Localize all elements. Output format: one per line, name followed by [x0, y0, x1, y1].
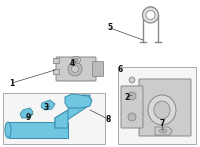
FancyBboxPatch shape — [92, 61, 104, 76]
Text: 3: 3 — [43, 102, 49, 112]
Ellipse shape — [72, 56, 80, 64]
Bar — [118, 67, 196, 144]
Ellipse shape — [128, 113, 136, 121]
Ellipse shape — [146, 10, 155, 20]
Ellipse shape — [5, 122, 11, 138]
Ellipse shape — [159, 129, 167, 133]
Bar — [3, 93, 105, 144]
Polygon shape — [55, 95, 90, 128]
Bar — [53, 58, 59, 63]
Polygon shape — [155, 127, 172, 135]
Text: 1: 1 — [9, 78, 15, 87]
Polygon shape — [9, 122, 68, 138]
FancyBboxPatch shape — [56, 57, 96, 81]
Text: 5: 5 — [107, 24, 113, 32]
Ellipse shape — [148, 95, 176, 125]
Polygon shape — [65, 94, 92, 108]
Polygon shape — [41, 100, 55, 110]
Text: 4: 4 — [69, 59, 75, 67]
Polygon shape — [20, 108, 33, 118]
Ellipse shape — [68, 62, 82, 76]
Text: 8: 8 — [105, 115, 111, 123]
Text: 9: 9 — [25, 112, 31, 122]
Ellipse shape — [142, 7, 158, 23]
Ellipse shape — [74, 58, 78, 62]
Bar — [53, 69, 59, 74]
Text: 7: 7 — [159, 118, 165, 127]
Ellipse shape — [129, 77, 135, 83]
FancyBboxPatch shape — [139, 79, 191, 136]
Ellipse shape — [128, 92, 136, 100]
Text: 2: 2 — [124, 92, 130, 101]
Text: 6: 6 — [117, 66, 123, 75]
Polygon shape — [55, 110, 68, 128]
Ellipse shape — [72, 66, 78, 72]
Ellipse shape — [154, 101, 170, 119]
FancyBboxPatch shape — [121, 86, 143, 128]
